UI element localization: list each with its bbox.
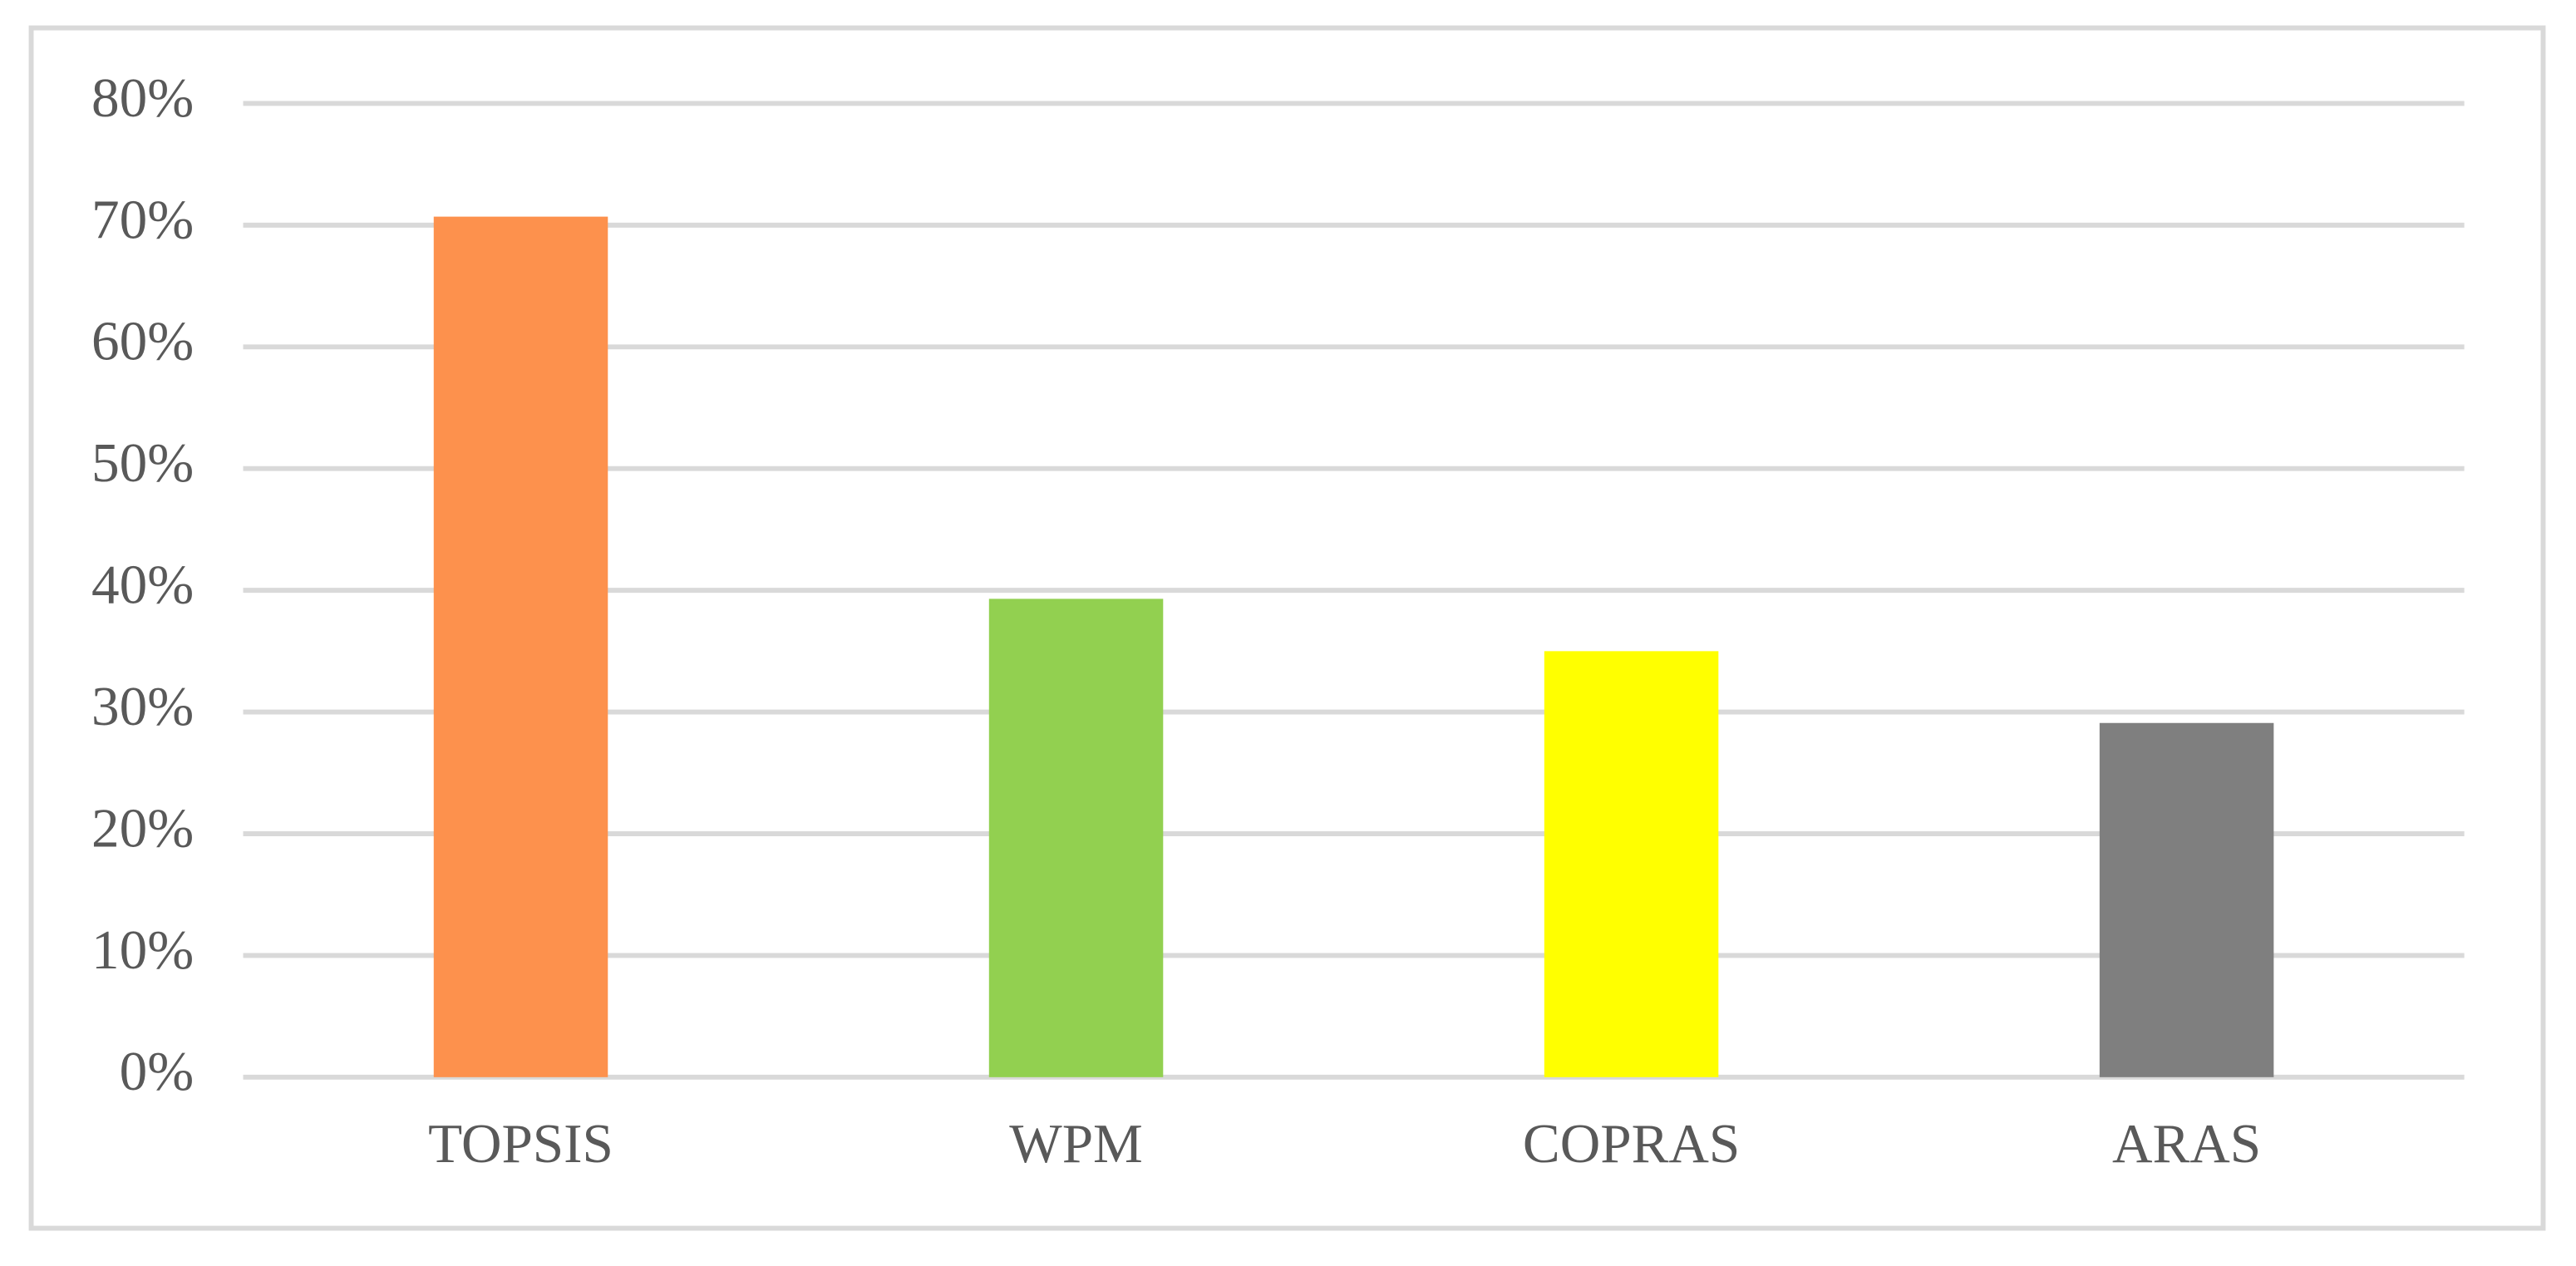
y-tick-label: 70% <box>91 188 194 250</box>
x-tick-label: ARAS <box>2112 1112 2261 1175</box>
x-tick-label: COPRAS <box>1523 1112 1740 1175</box>
y-tick-label: 80% <box>91 67 194 129</box>
y-tick-label: 30% <box>91 675 194 737</box>
bar <box>2099 722 2274 1077</box>
bar <box>1544 651 1719 1077</box>
y-tick-label: 50% <box>91 431 194 494</box>
bar <box>988 599 1164 1077</box>
bar <box>433 216 608 1077</box>
y-tick-label: 60% <box>91 310 194 372</box>
y-tick-label: 10% <box>91 919 194 981</box>
y-tick-label: 20% <box>91 796 194 859</box>
y-tick-label: 40% <box>91 554 194 616</box>
y-tick-label: 0% <box>120 1040 195 1102</box>
x-tick-label: WPM <box>1009 1112 1142 1175</box>
x-tick-label: TOPSIS <box>428 1112 613 1175</box>
